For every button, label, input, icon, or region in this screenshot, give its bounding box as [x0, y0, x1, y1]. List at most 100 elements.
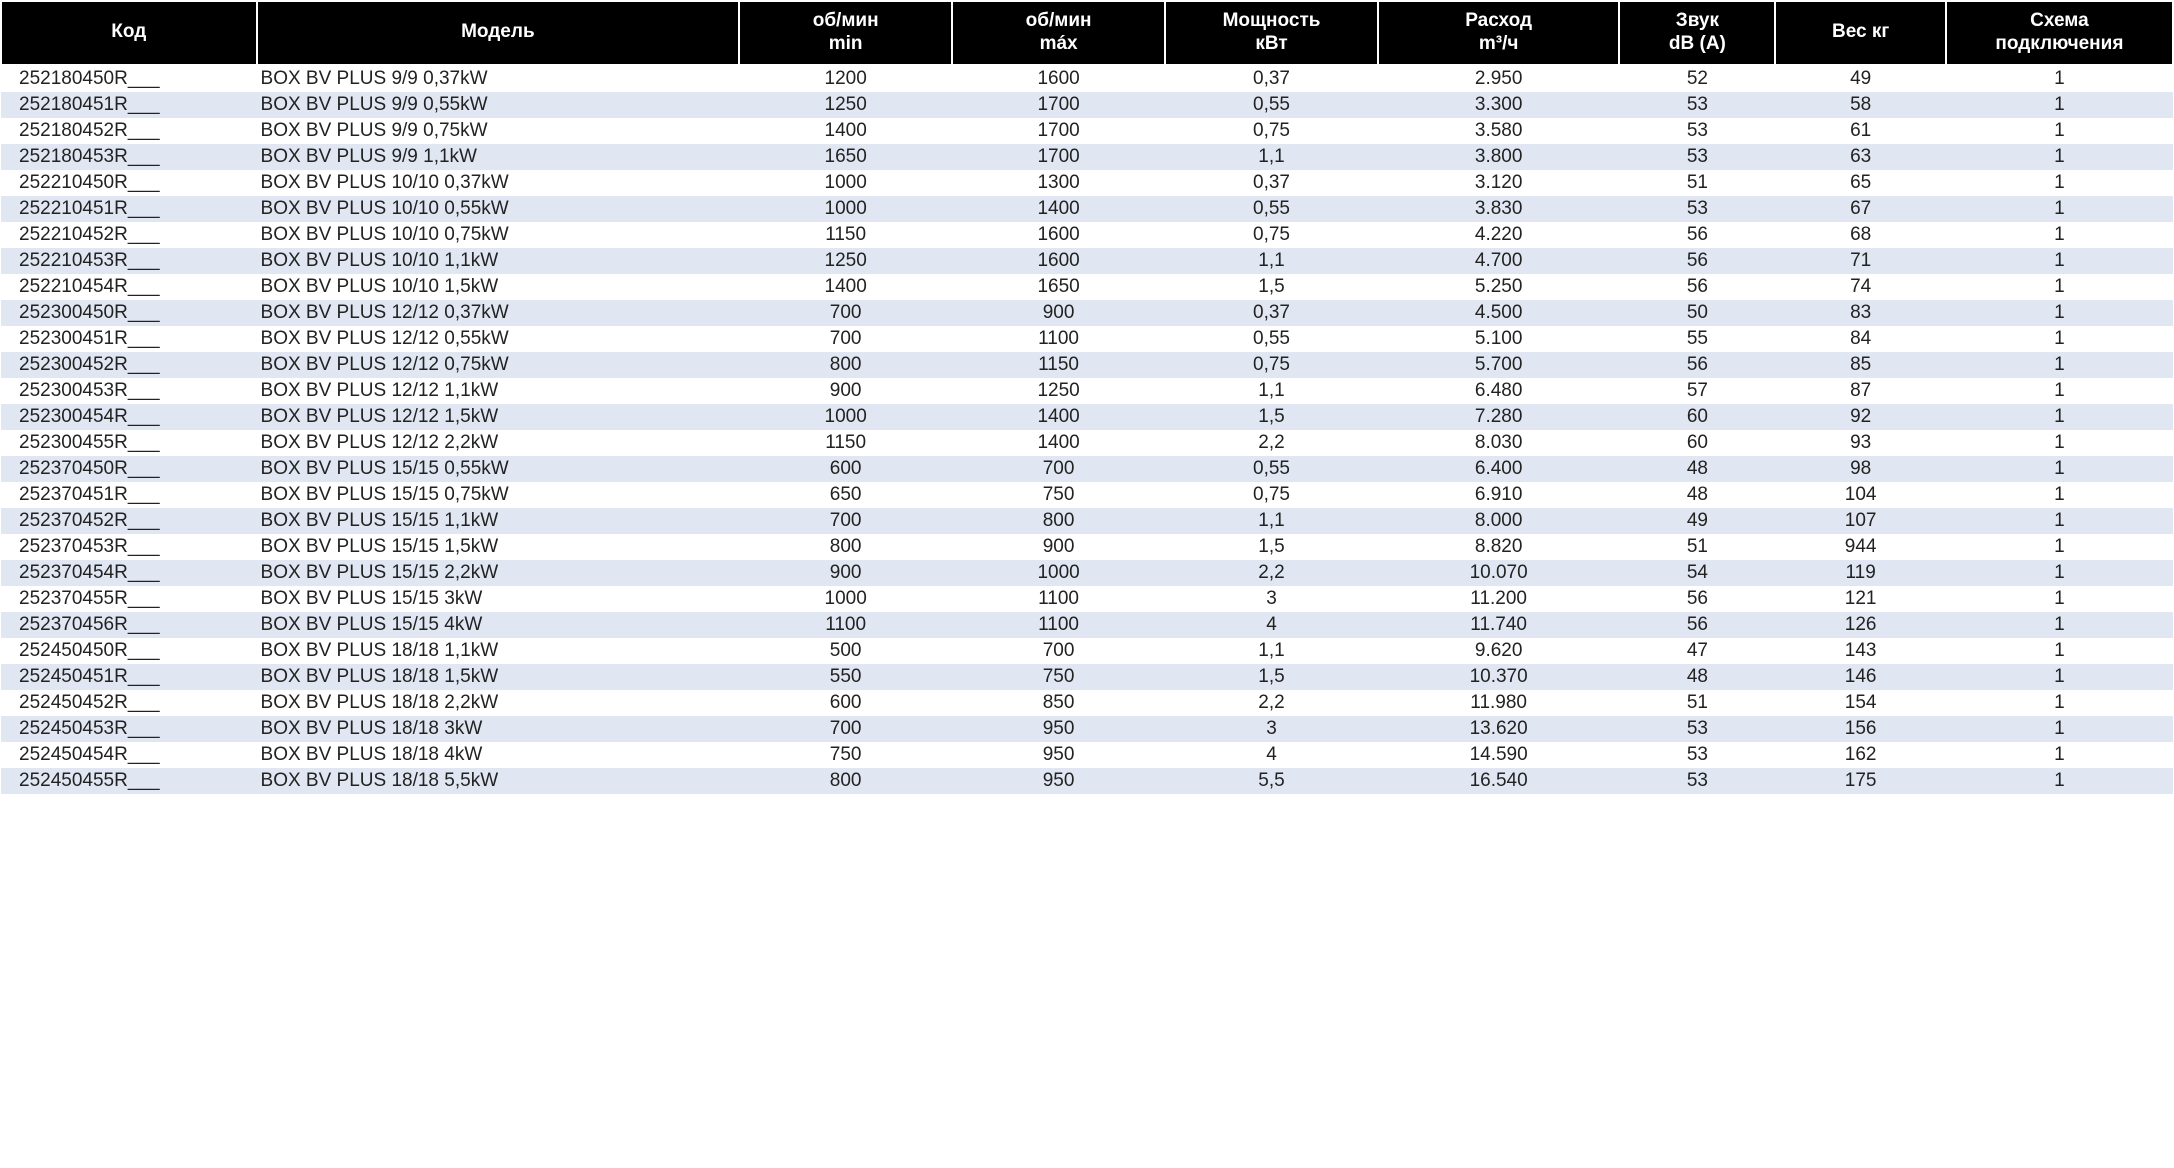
cell: 1	[1946, 456, 2173, 482]
table-row: 252210454R___BOX BV PLUS 10/10 1,5kW1400…	[1, 274, 2173, 300]
cell: 1600	[952, 222, 1165, 248]
cell: 56	[1619, 248, 1775, 274]
cell: 1	[1946, 404, 2173, 430]
cell: 0,37	[1165, 170, 1378, 196]
cell: 71	[1775, 248, 1945, 274]
cell: 65	[1775, 170, 1945, 196]
cell: 1,1	[1165, 508, 1378, 534]
cell: BOX BV PLUS 9/9 0,55kW	[257, 92, 740, 118]
cell: 252300451R___	[1, 326, 257, 352]
spec-table: Код Модель об/минmin об/минmáx Мощностьк…	[0, 0, 2174, 794]
cell: BOX BV PLUS 10/10 0,55kW	[257, 196, 740, 222]
cell: 5.250	[1378, 274, 1619, 300]
cell: BOX BV PLUS 18/18 5,5kW	[257, 768, 740, 794]
cell: 10.070	[1378, 560, 1619, 586]
cell: 16.540	[1378, 768, 1619, 794]
cell: 900	[952, 300, 1165, 326]
table-row: 252450455R___BOX BV PLUS 18/18 5,5kW8009…	[1, 768, 2173, 794]
cell: 3.120	[1378, 170, 1619, 196]
table-row: 252370455R___BOX BV PLUS 15/15 3kW100011…	[1, 586, 2173, 612]
cell: 56	[1619, 612, 1775, 638]
cell: 252210450R___	[1, 170, 257, 196]
cell: 146	[1775, 664, 1945, 690]
cell: 175	[1775, 768, 1945, 794]
cell: 800	[952, 508, 1165, 534]
cell: 3.580	[1378, 118, 1619, 144]
cell: 1700	[952, 92, 1165, 118]
cell: 1,1	[1165, 144, 1378, 170]
table-row: 252370450R___BOX BV PLUS 15/15 0,55kW600…	[1, 456, 2173, 482]
cell: 61	[1775, 118, 1945, 144]
table-row: 252210452R___BOX BV PLUS 10/10 0,75kW115…	[1, 222, 2173, 248]
cell: 1,1	[1165, 248, 1378, 274]
cell: 0,37	[1165, 65, 1378, 92]
cell: 1,5	[1165, 404, 1378, 430]
cell: 252210452R___	[1, 222, 257, 248]
cell: 700	[952, 638, 1165, 664]
cell: 650	[739, 482, 952, 508]
cell: 93	[1775, 430, 1945, 456]
cell: 750	[739, 742, 952, 768]
cell: BOX BV PLUS 10/10 0,37kW	[257, 170, 740, 196]
cell: 900	[739, 378, 952, 404]
cell: 50	[1619, 300, 1775, 326]
cell: 1100	[952, 612, 1165, 638]
cell: 1200	[739, 65, 952, 92]
cell: 252180453R___	[1, 144, 257, 170]
cell: 11.740	[1378, 612, 1619, 638]
cell: BOX BV PLUS 15/15 1,1kW	[257, 508, 740, 534]
cell: 56	[1619, 222, 1775, 248]
cell: 10.370	[1378, 664, 1619, 690]
cell: 252300452R___	[1, 352, 257, 378]
cell: 0,75	[1165, 482, 1378, 508]
cell: 1000	[739, 170, 952, 196]
cell: 252300450R___	[1, 300, 257, 326]
cell: 1	[1946, 430, 2173, 456]
cell: 48	[1619, 456, 1775, 482]
cell: 750	[952, 482, 1165, 508]
cell: 84	[1775, 326, 1945, 352]
table-row: 252300453R___BOX BV PLUS 12/12 1,1kW9001…	[1, 378, 2173, 404]
cell: 1650	[952, 274, 1165, 300]
cell: 154	[1775, 690, 1945, 716]
cell: 1	[1946, 482, 2173, 508]
cell: 1700	[952, 118, 1165, 144]
table-row: 252180450R___BOX BV PLUS 9/9 0,37kW12001…	[1, 65, 2173, 92]
cell: BOX BV PLUS 12/12 2,2kW	[257, 430, 740, 456]
cell: 156	[1775, 716, 1945, 742]
table-row: 252370454R___BOX BV PLUS 15/15 2,2kW9001…	[1, 560, 2173, 586]
cell: 1	[1946, 378, 2173, 404]
cell: 1	[1946, 274, 2173, 300]
cell: 5.700	[1378, 352, 1619, 378]
cell: 950	[952, 768, 1165, 794]
cell: 850	[952, 690, 1165, 716]
cell: 1	[1946, 534, 2173, 560]
cell: 0,75	[1165, 222, 1378, 248]
cell: 56	[1619, 352, 1775, 378]
cell: 0,55	[1165, 92, 1378, 118]
cell: BOX BV PLUS 12/12 1,5kW	[257, 404, 740, 430]
cell: BOX BV PLUS 15/15 0,55kW	[257, 456, 740, 482]
cell: 252300453R___	[1, 378, 257, 404]
cell: 1,5	[1165, 534, 1378, 560]
cell: BOX BV PLUS 10/10 1,1kW	[257, 248, 740, 274]
cell: 1100	[952, 326, 1165, 352]
cell: 57	[1619, 378, 1775, 404]
cell: 3	[1165, 716, 1378, 742]
table-row: 252450453R___BOX BV PLUS 18/18 3kW700950…	[1, 716, 2173, 742]
cell: 51	[1619, 690, 1775, 716]
cell: 48	[1619, 482, 1775, 508]
cell: 800	[739, 534, 952, 560]
cell: 0,75	[1165, 352, 1378, 378]
cell: 1	[1946, 638, 2173, 664]
cell: 700	[739, 716, 952, 742]
table-row: 252370452R___BOX BV PLUS 15/15 1,1kW7008…	[1, 508, 2173, 534]
cell: 83	[1775, 300, 1945, 326]
col-header-rpm-max: об/минmáx	[952, 1, 1165, 65]
cell: 85	[1775, 352, 1945, 378]
cell: 700	[739, 508, 952, 534]
cell: 63	[1775, 144, 1945, 170]
cell: 60	[1619, 430, 1775, 456]
table-row: 252210453R___BOX BV PLUS 10/10 1,1kW1250…	[1, 248, 2173, 274]
cell: 1150	[739, 222, 952, 248]
